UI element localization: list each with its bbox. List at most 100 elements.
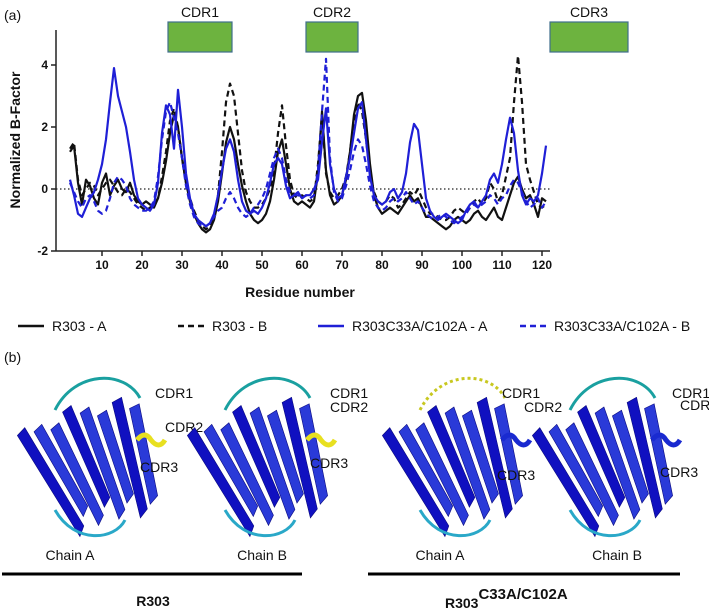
group-label: R303C33A/C102A <box>445 586 568 611</box>
loop <box>223 509 297 538</box>
chain-label: Chain A <box>415 547 465 563</box>
cdr-label: CDR2 <box>330 399 368 415</box>
helix <box>305 432 338 448</box>
cdr-label: CDR2 <box>524 399 562 415</box>
beta-strand <box>17 427 85 538</box>
cdr-label: CDR3 <box>497 467 535 483</box>
series-line <box>69 54 547 231</box>
beta-strand <box>462 409 499 504</box>
group-label: R303 <box>136 593 170 609</box>
legend-label: R303C33A/C102A - A <box>352 318 488 334</box>
beta-strand <box>644 403 673 505</box>
cdr-label: CDR3 <box>660 464 698 480</box>
beta-strand <box>187 427 255 538</box>
beta-strand <box>220 422 274 527</box>
beta-strand <box>494 403 523 505</box>
loop <box>418 509 492 538</box>
beta-strand <box>111 396 148 519</box>
x-tick-label: 120 <box>532 258 552 272</box>
y-tick-label: 0 <box>41 182 48 196</box>
x-tick-label: 10 <box>95 258 109 272</box>
beta-strand <box>299 403 328 505</box>
legend-label: R303C33A/C102A - B <box>554 318 690 334</box>
x-tick-label: 30 <box>175 258 189 272</box>
loop <box>53 509 127 538</box>
beta-strand <box>444 406 491 520</box>
cdr-label: CDR1 <box>330 385 368 401</box>
x-tick-label: 40 <box>215 258 229 272</box>
beta-strand <box>594 406 641 520</box>
beta-strand <box>97 409 134 504</box>
beta-strand <box>249 406 296 520</box>
beta-strand <box>382 427 450 538</box>
y-tick-label: 2 <box>41 120 48 134</box>
loop <box>568 509 642 538</box>
beta-strand <box>50 422 104 527</box>
beta-strand <box>79 406 126 520</box>
beta-strand <box>476 396 513 519</box>
cdr-box <box>305 21 359 53</box>
beta-strand <box>532 427 600 538</box>
helix <box>500 432 533 448</box>
x-tick-label: 70 <box>335 258 349 272</box>
beta-strand <box>281 396 318 519</box>
series-line <box>68 57 547 228</box>
cdr-label: CDR1 <box>155 385 193 401</box>
loop <box>568 376 657 411</box>
chain-label: Chain B <box>237 547 287 563</box>
chain-label: Chain B <box>592 547 642 563</box>
cdr-label: CDR2 <box>313 4 351 20</box>
chain-label: Chain A <box>45 547 95 563</box>
loop <box>418 376 507 411</box>
protein-structure <box>17 376 168 538</box>
beta-strand <box>565 422 619 527</box>
cdr-box <box>549 21 629 53</box>
x-axis-label: Residue number <box>245 284 355 300</box>
cdr-label: CDR3 <box>570 4 608 20</box>
protein-structure <box>187 376 338 538</box>
beta-strand <box>415 422 469 527</box>
cdr-label: CDR3 <box>310 455 348 471</box>
x-tick-label: 100 <box>452 258 472 272</box>
panel-label: (a) <box>4 7 21 23</box>
x-tick-label: 50 <box>255 258 269 272</box>
loop <box>223 376 312 411</box>
group-label-superscript: C33A/C102A <box>478 586 567 603</box>
x-tick-label: 20 <box>135 258 149 272</box>
protein-structure <box>532 376 683 538</box>
beta-strand <box>577 405 626 508</box>
protein-structure <box>382 376 533 538</box>
y-tick-label: 4 <box>41 58 48 72</box>
beta-strand <box>612 409 649 504</box>
beta-strand <box>33 423 89 518</box>
legend-label: R303 - A <box>52 318 107 334</box>
x-tick-label: 90 <box>415 258 429 272</box>
cdr-label: CDR1 <box>502 385 540 401</box>
legend-label: R303 - B <box>212 318 267 334</box>
helix <box>135 432 168 448</box>
group-label-base: R303 <box>445 595 479 611</box>
y-axis-label: Normalized B-Factor <box>7 71 23 208</box>
cdr-box <box>167 21 233 53</box>
beta-strand <box>129 403 158 505</box>
x-tick-label: 110 <box>492 258 512 272</box>
beta-strand <box>626 396 663 519</box>
cdr-label: CDR3 <box>140 459 178 475</box>
y-tick-label: -2 <box>37 244 48 258</box>
x-tick-label: 60 <box>295 258 309 272</box>
loop <box>53 376 142 411</box>
x-tick-label: 80 <box>375 258 389 272</box>
beta-strand <box>398 423 454 518</box>
helix <box>650 432 683 448</box>
panel-label: (b) <box>4 349 21 365</box>
beta-strand <box>267 409 304 504</box>
beta-strand <box>548 423 604 518</box>
beta-strand <box>203 423 259 518</box>
cdr-label: CDR2 <box>680 397 709 413</box>
beta-strand <box>427 405 476 508</box>
series-line <box>69 91 547 234</box>
cdr-label: CDR1 <box>181 4 219 20</box>
beta-strand <box>232 405 281 508</box>
cdr-label: CDR1 <box>672 385 709 401</box>
